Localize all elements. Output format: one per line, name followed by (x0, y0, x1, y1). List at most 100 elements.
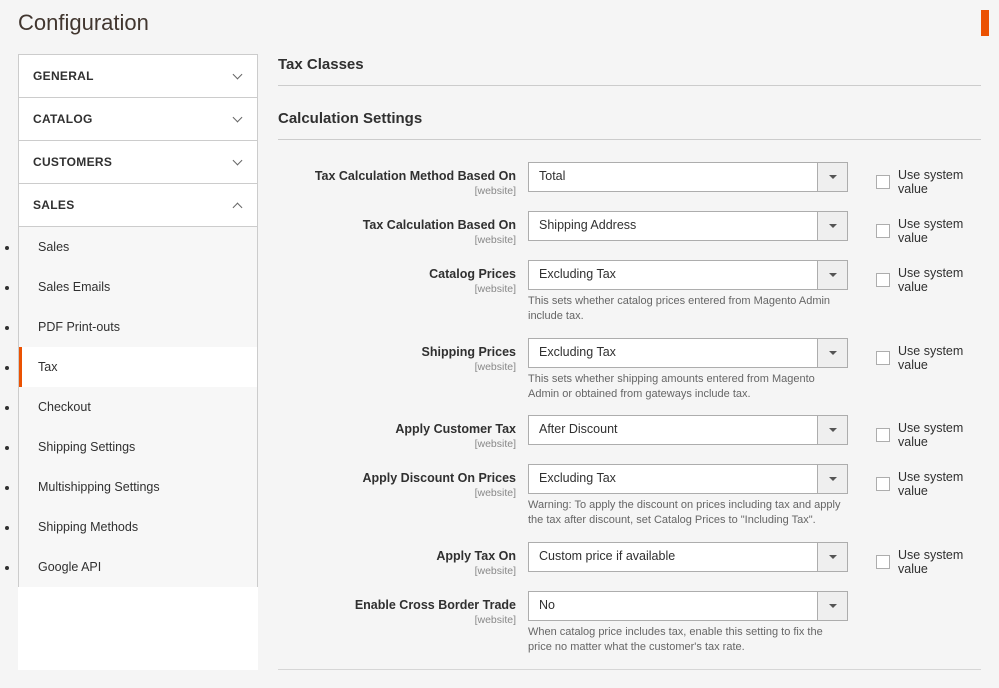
field-label-col: Tax Calculation Method Based On [website… (278, 162, 528, 197)
sidebar-item-sales[interactable]: Sales (19, 227, 257, 267)
sidebar-item-label: Shipping Methods (38, 520, 138, 534)
calc-method-select[interactable]: Total (528, 162, 848, 192)
sidebar-item-shipping-methods[interactable]: Shipping Methods (19, 507, 257, 547)
accent-marker (981, 10, 989, 36)
field-row-shipping-prices: Shipping Prices [website] Excluding Tax … (278, 338, 981, 402)
select-value: Excluding Tax (529, 261, 817, 289)
field-row-calc-based: Tax Calculation Based On [website] Shipp… (278, 211, 981, 246)
use-system-checkbox[interactable] (876, 555, 890, 569)
use-system-checkbox[interactable] (876, 428, 890, 442)
sidebar-item-sales-emails[interactable]: Sales Emails (19, 267, 257, 307)
select-value: Shipping Address (529, 212, 817, 240)
field-scope: [website] (278, 487, 516, 499)
sidebar-item-multishipping-settings[interactable]: Multishipping Settings (19, 467, 257, 507)
chevron-down-icon (233, 157, 243, 167)
use-system-label: Use system value (898, 548, 981, 576)
field-input-col: No When catalog price includes tax, enab… (528, 591, 848, 655)
use-system-wrap: Use system value (848, 464, 981, 498)
section-tax-classes[interactable]: Tax Classes (278, 54, 981, 86)
sidebar-section-customers[interactable]: CUSTOMERS (18, 140, 258, 183)
field-label: Catalog Prices (429, 267, 516, 281)
sidebar-section-general[interactable]: GENERAL (18, 54, 258, 97)
use-system-label: Use system value (898, 344, 981, 372)
field-label: Enable Cross Border Trade (355, 598, 516, 612)
use-system-checkbox[interactable] (876, 273, 890, 287)
select-value: Custom price if available (529, 543, 817, 571)
section-calculation-settings[interactable]: Calculation Settings (278, 100, 981, 140)
content-wrapper: GENERAL CATALOG CUSTOMERS SALES Sales Sa… (0, 54, 999, 688)
field-label: Shipping Prices (422, 345, 516, 359)
field-label: Tax Calculation Method Based On (315, 169, 516, 183)
use-system-wrap: Use system value (848, 211, 981, 245)
field-label: Apply Tax On (436, 549, 516, 563)
use-system-checkbox[interactable] (876, 351, 890, 365)
sidebar-item-checkout[interactable]: Checkout (19, 387, 257, 427)
dropdown-icon (817, 261, 847, 289)
field-scope: [website] (278, 565, 516, 577)
sidebar-item-label: Sales Emails (38, 280, 110, 294)
sidebar-item-google-api[interactable]: Google API (19, 547, 257, 587)
use-system-wrap: Use system value (848, 162, 981, 196)
sidebar-item-tax[interactable]: Tax (19, 347, 257, 387)
field-note: This sets whether shipping amounts enter… (528, 372, 848, 402)
chevron-down-icon (233, 114, 243, 124)
field-input-col: Excluding Tax This sets whether shipping… (528, 338, 848, 402)
sidebar-section-sales[interactable]: SALES (18, 183, 258, 227)
field-label-col: Enable Cross Border Trade [website] (278, 591, 528, 626)
apply-discount-select[interactable]: Excluding Tax (528, 464, 848, 494)
field-row-apply-tax-on: Apply Tax On [website] Custom price if a… (278, 542, 981, 577)
chevron-down-icon (233, 71, 243, 81)
sidebar-item-label: Shipping Settings (38, 440, 135, 454)
field-input-col: Custom price if available (528, 542, 848, 572)
sidebar-item-label: Checkout (38, 400, 91, 414)
config-sidebar: GENERAL CATALOG CUSTOMERS SALES Sales Sa… (18, 54, 258, 670)
sidebar-submenu-sales: Sales Sales Emails PDF Print-outs Tax Ch… (18, 227, 258, 587)
dropdown-icon (817, 212, 847, 240)
field-scope: [website] (278, 614, 516, 626)
field-label-col: Apply Tax On [website] (278, 542, 528, 577)
use-system-wrap: Use system value (848, 542, 981, 576)
use-system-checkbox[interactable] (876, 224, 890, 238)
sidebar-section-label: GENERAL (33, 69, 94, 83)
page-header: Configuration (0, 0, 999, 54)
field-label-col: Apply Customer Tax [website] (278, 415, 528, 450)
calc-based-select[interactable]: Shipping Address (528, 211, 848, 241)
use-system-label: Use system value (898, 266, 981, 294)
dropdown-icon (817, 465, 847, 493)
apply-tax-on-select[interactable]: Custom price if available (528, 542, 848, 572)
dropdown-icon (817, 339, 847, 367)
main-panel: Tax Classes Calculation Settings Tax Cal… (278, 54, 981, 670)
field-scope: [website] (278, 438, 516, 450)
field-label-col: Catalog Prices [website] (278, 260, 528, 295)
dropdown-icon (817, 592, 847, 620)
catalog-prices-select[interactable]: Excluding Tax (528, 260, 848, 290)
field-note: This sets whether catalog prices entered… (528, 294, 848, 324)
sidebar-item-label: Tax (38, 360, 57, 374)
apply-customer-tax-select[interactable]: After Discount (528, 415, 848, 445)
field-row-calc-method: Tax Calculation Method Based On [website… (278, 162, 981, 197)
sidebar-item-label: Sales (38, 240, 69, 254)
use-system-wrap: Use system value (848, 260, 981, 294)
sidebar-item-pdf-printouts[interactable]: PDF Print-outs (19, 307, 257, 347)
use-system-checkbox[interactable] (876, 175, 890, 189)
field-row-catalog-prices: Catalog Prices [website] Excluding Tax T… (278, 260, 981, 324)
select-value: After Discount (529, 416, 817, 444)
use-system-checkbox[interactable] (876, 477, 890, 491)
field-input-col: Total (528, 162, 848, 192)
select-value: Excluding Tax (529, 465, 817, 493)
cross-border-select[interactable]: No (528, 591, 848, 621)
sidebar-item-label: Google API (38, 560, 101, 574)
sidebar-section-catalog[interactable]: CATALOG (18, 97, 258, 140)
select-value: Excluding Tax (529, 339, 817, 367)
sidebar-section-label: CUSTOMERS (33, 155, 112, 169)
use-system-label: Use system value (898, 470, 981, 498)
field-label-col: Shipping Prices [website] (278, 338, 528, 373)
shipping-prices-select[interactable]: Excluding Tax (528, 338, 848, 368)
sidebar-item-label: PDF Print-outs (38, 320, 120, 334)
field-input-col: Excluding Tax This sets whether catalog … (528, 260, 848, 324)
sidebar-item-label: Multishipping Settings (38, 480, 160, 494)
calculation-settings-form: Tax Calculation Method Based On [website… (278, 140, 981, 670)
field-label: Apply Discount On Prices (362, 471, 516, 485)
sidebar-item-shipping-settings[interactable]: Shipping Settings (19, 427, 257, 467)
use-system-label: Use system value (898, 421, 981, 449)
